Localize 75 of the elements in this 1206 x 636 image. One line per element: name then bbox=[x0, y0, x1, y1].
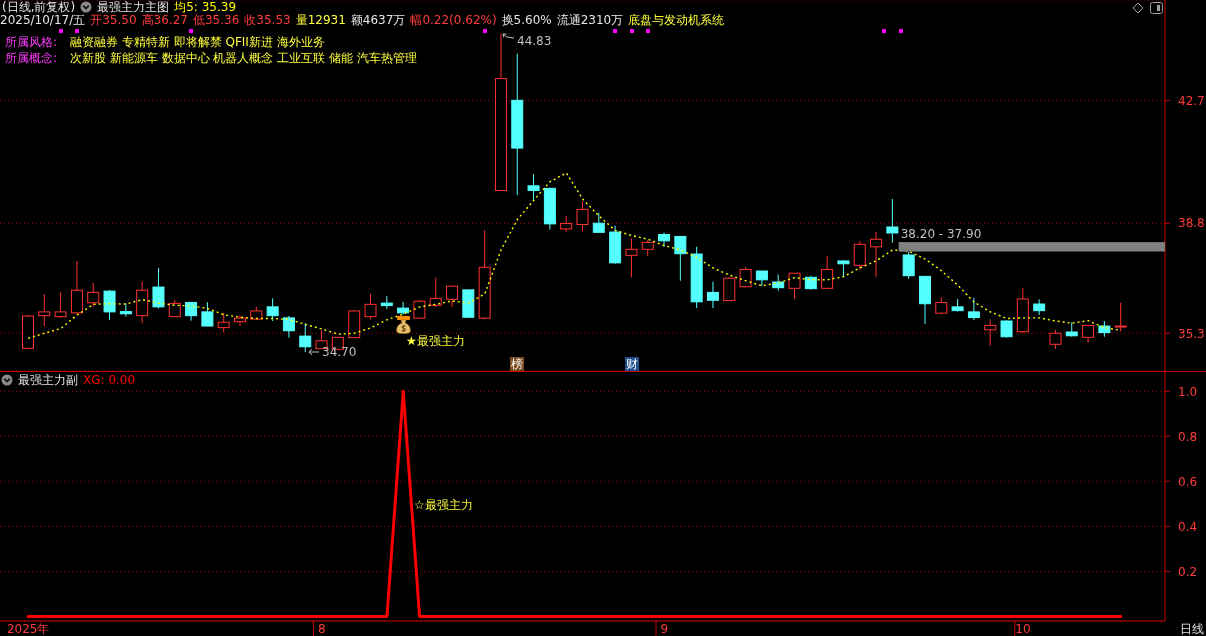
candlestick bbox=[364, 293, 377, 320]
annotation: 所属风格: bbox=[5, 35, 59, 49]
y-tick-label: 1.0 bbox=[1178, 384, 1198, 399]
candlestick bbox=[902, 251, 915, 280]
candlestick bbox=[886, 198, 899, 244]
candlestick bbox=[54, 291, 67, 319]
chart-subtitle: (日线,前复权) bbox=[2, 0, 76, 14]
candlestick bbox=[821, 255, 834, 290]
candlestick bbox=[266, 297, 279, 322]
candlestick bbox=[723, 276, 736, 302]
annotation: 财 bbox=[625, 357, 639, 371]
candlestick bbox=[429, 277, 442, 308]
candlestick bbox=[658, 232, 671, 248]
candlestick bbox=[119, 302, 132, 318]
annotation: 所属概念: bbox=[5, 51, 59, 65]
candlestick bbox=[1033, 298, 1046, 316]
candlestick bbox=[1114, 302, 1127, 332]
x-tick-label: 2025年 bbox=[6, 622, 50, 636]
annotation: 收35.53 bbox=[244, 13, 291, 27]
candlestick bbox=[446, 285, 459, 308]
annotation: ★最强主力 bbox=[406, 334, 465, 348]
x-tick-label: 8 bbox=[317, 622, 326, 636]
annotation: 量12931 bbox=[295, 13, 346, 27]
annotation: 榜 bbox=[510, 357, 524, 371]
candlestick bbox=[967, 297, 980, 321]
annotation: 换5.60% bbox=[501, 13, 552, 27]
candlestick bbox=[413, 299, 426, 320]
annotation: 额4637万 bbox=[350, 13, 406, 27]
candlestick bbox=[1049, 329, 1062, 350]
candlestick bbox=[984, 318, 997, 347]
annotation: 低35.36 bbox=[192, 13, 240, 27]
annotation: ☆最强主力 bbox=[414, 498, 473, 512]
candlestick bbox=[217, 312, 230, 334]
candlestick bbox=[299, 322, 312, 353]
candlestick bbox=[625, 237, 638, 278]
annotation: 开35.50 bbox=[90, 13, 137, 27]
chart-title: 最强主力副 bbox=[18, 373, 78, 387]
text: 日线 bbox=[1180, 622, 1204, 636]
text: XG: 0.00 bbox=[83, 373, 136, 387]
text: 均5: 35.39 bbox=[174, 0, 237, 14]
annotation: 44.83 bbox=[517, 34, 552, 48]
annotation: 底盘与发动机系统 bbox=[628, 13, 725, 27]
y-tick-label: 35.3 bbox=[1178, 326, 1205, 341]
candlestick bbox=[38, 293, 51, 327]
y-tick-label: 0.6 bbox=[1178, 474, 1198, 489]
annotation: 2025/10/17/五 bbox=[0, 13, 86, 27]
band-label: 38.20 - 37.90 bbox=[900, 227, 982, 242]
candlestick bbox=[201, 301, 214, 327]
candlestick bbox=[853, 240, 866, 270]
x-tick-label: 10 bbox=[1015, 622, 1031, 636]
candlestick bbox=[788, 272, 801, 300]
candlestick bbox=[592, 212, 605, 233]
annotation: 34.70 bbox=[322, 345, 357, 359]
candlestick bbox=[282, 315, 295, 339]
annotation: 幅0.22(0.62%) bbox=[410, 13, 497, 27]
candlestick bbox=[397, 301, 410, 315]
candlestick bbox=[674, 235, 687, 282]
candlestick bbox=[234, 314, 247, 327]
candlestick bbox=[70, 260, 83, 314]
y-tick-label: 0.2 bbox=[1178, 564, 1198, 579]
candlestick bbox=[576, 200, 589, 232]
annotation: 融资融券 专精特新 即将解禁 QFII新进 海外业务 bbox=[70, 35, 325, 49]
y-tick-label: 0.4 bbox=[1178, 519, 1198, 534]
y-tick-label: 0.8 bbox=[1178, 429, 1198, 444]
candlestick bbox=[706, 281, 719, 309]
candlestick bbox=[87, 282, 100, 308]
annotation: 次新股 新能源车 数据中心 机器人概念 工业互联 储能 汽车热管理 bbox=[70, 51, 417, 65]
annotation: 流通2310万 bbox=[556, 13, 624, 27]
candlestick bbox=[527, 173, 540, 201]
annotation: 高36.27 bbox=[141, 13, 188, 27]
chart-title: 最强主力主图 bbox=[97, 0, 170, 14]
y-tick-label: 38.8 bbox=[1178, 216, 1205, 231]
x-tick-label: 9 bbox=[660, 622, 669, 636]
candlestick bbox=[870, 231, 883, 278]
y-tick-label: 42.7 bbox=[1178, 93, 1205, 108]
